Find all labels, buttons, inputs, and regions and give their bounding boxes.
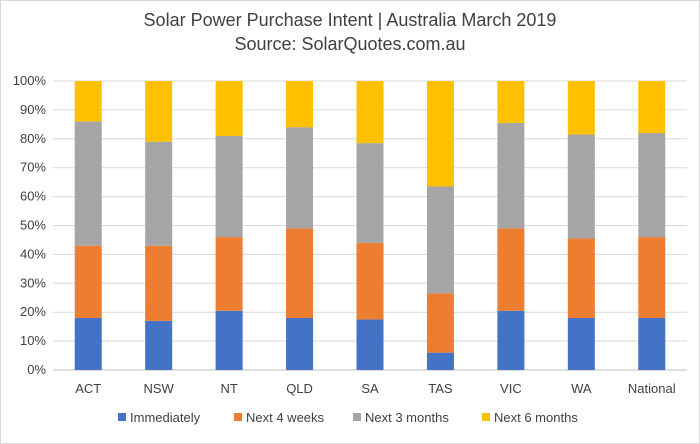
- bar-segment: [497, 122, 525, 229]
- legend-label: Immediately: [130, 410, 201, 425]
- bar-segment: [638, 237, 666, 318]
- bar-segment: [215, 237, 243, 311]
- bar-segment: [286, 127, 314, 229]
- bar-segment: [74, 121, 102, 246]
- y-tick-label: 70%: [20, 160, 46, 175]
- bar-segment: [426, 81, 454, 187]
- bar-segment: [567, 81, 595, 135]
- y-tick-label: 60%: [20, 189, 46, 204]
- x-tick-label: QLD: [286, 381, 313, 396]
- legend-swatch: [118, 413, 126, 421]
- bar-segment: [145, 320, 173, 370]
- x-tick-label: ACT: [75, 381, 101, 396]
- bar-segment: [426, 293, 454, 353]
- bar-segment: [215, 81, 243, 136]
- y-tick-label: 80%: [20, 131, 46, 146]
- legend-swatch: [234, 413, 242, 421]
- bar-segment: [74, 81, 102, 122]
- x-tick-label: NT: [220, 381, 237, 396]
- bar-segment: [638, 81, 666, 134]
- chart-title: Solar Power Purchase Intent | Australia …: [143, 10, 557, 30]
- x-tick-label: TAS: [428, 381, 453, 396]
- bar-segment: [74, 245, 102, 318]
- y-tick-label: 100%: [13, 73, 47, 88]
- x-tick-label: National: [628, 381, 676, 396]
- bar-segment: [145, 141, 173, 246]
- bar-segment: [74, 317, 102, 370]
- bar-segment: [356, 143, 384, 243]
- y-tick-label: 90%: [20, 102, 46, 117]
- bar-segment: [426, 186, 454, 294]
- bar-segment: [145, 81, 173, 142]
- y-tick-label: 40%: [20, 246, 46, 261]
- bar-segment: [356, 81, 384, 144]
- bar-segment: [286, 317, 314, 370]
- bar-segment: [638, 317, 666, 370]
- bar-segment: [145, 245, 173, 321]
- legend-swatch: [353, 413, 361, 421]
- bar-segment: [286, 228, 314, 318]
- x-tick-label: SA: [361, 381, 379, 396]
- bar-segment: [286, 81, 314, 128]
- bar-segment: [567, 134, 595, 239]
- legend-label: Next 3 months: [365, 410, 449, 425]
- y-tick-label: 10%: [20, 333, 46, 348]
- bar-segment: [567, 238, 595, 318]
- bar-segment: [638, 133, 666, 238]
- x-tick-label: VIC: [500, 381, 522, 396]
- y-tick-label: 50%: [20, 218, 46, 233]
- bar-segment: [567, 317, 595, 370]
- bar-segment: [356, 319, 384, 370]
- legend-label: Next 6 months: [494, 410, 578, 425]
- bar-segment: [497, 310, 525, 370]
- bar-segment: [215, 135, 243, 238]
- bar-segment: [426, 352, 454, 370]
- chart-subtitle: Source: SolarQuotes.com.au: [234, 34, 466, 54]
- bar-segment: [215, 310, 243, 370]
- legend-swatch: [482, 413, 490, 421]
- legend-label: Next 4 weeks: [246, 410, 325, 425]
- y-tick-label: 0%: [27, 362, 46, 377]
- y-tick-label: 30%: [20, 275, 46, 290]
- bar-segment: [356, 242, 384, 320]
- bar-segment: [497, 81, 525, 123]
- bar-segment: [497, 228, 525, 311]
- x-tick-label: WA: [571, 381, 592, 396]
- x-tick-label: NSW: [143, 381, 174, 396]
- y-tick-label: 20%: [20, 304, 46, 319]
